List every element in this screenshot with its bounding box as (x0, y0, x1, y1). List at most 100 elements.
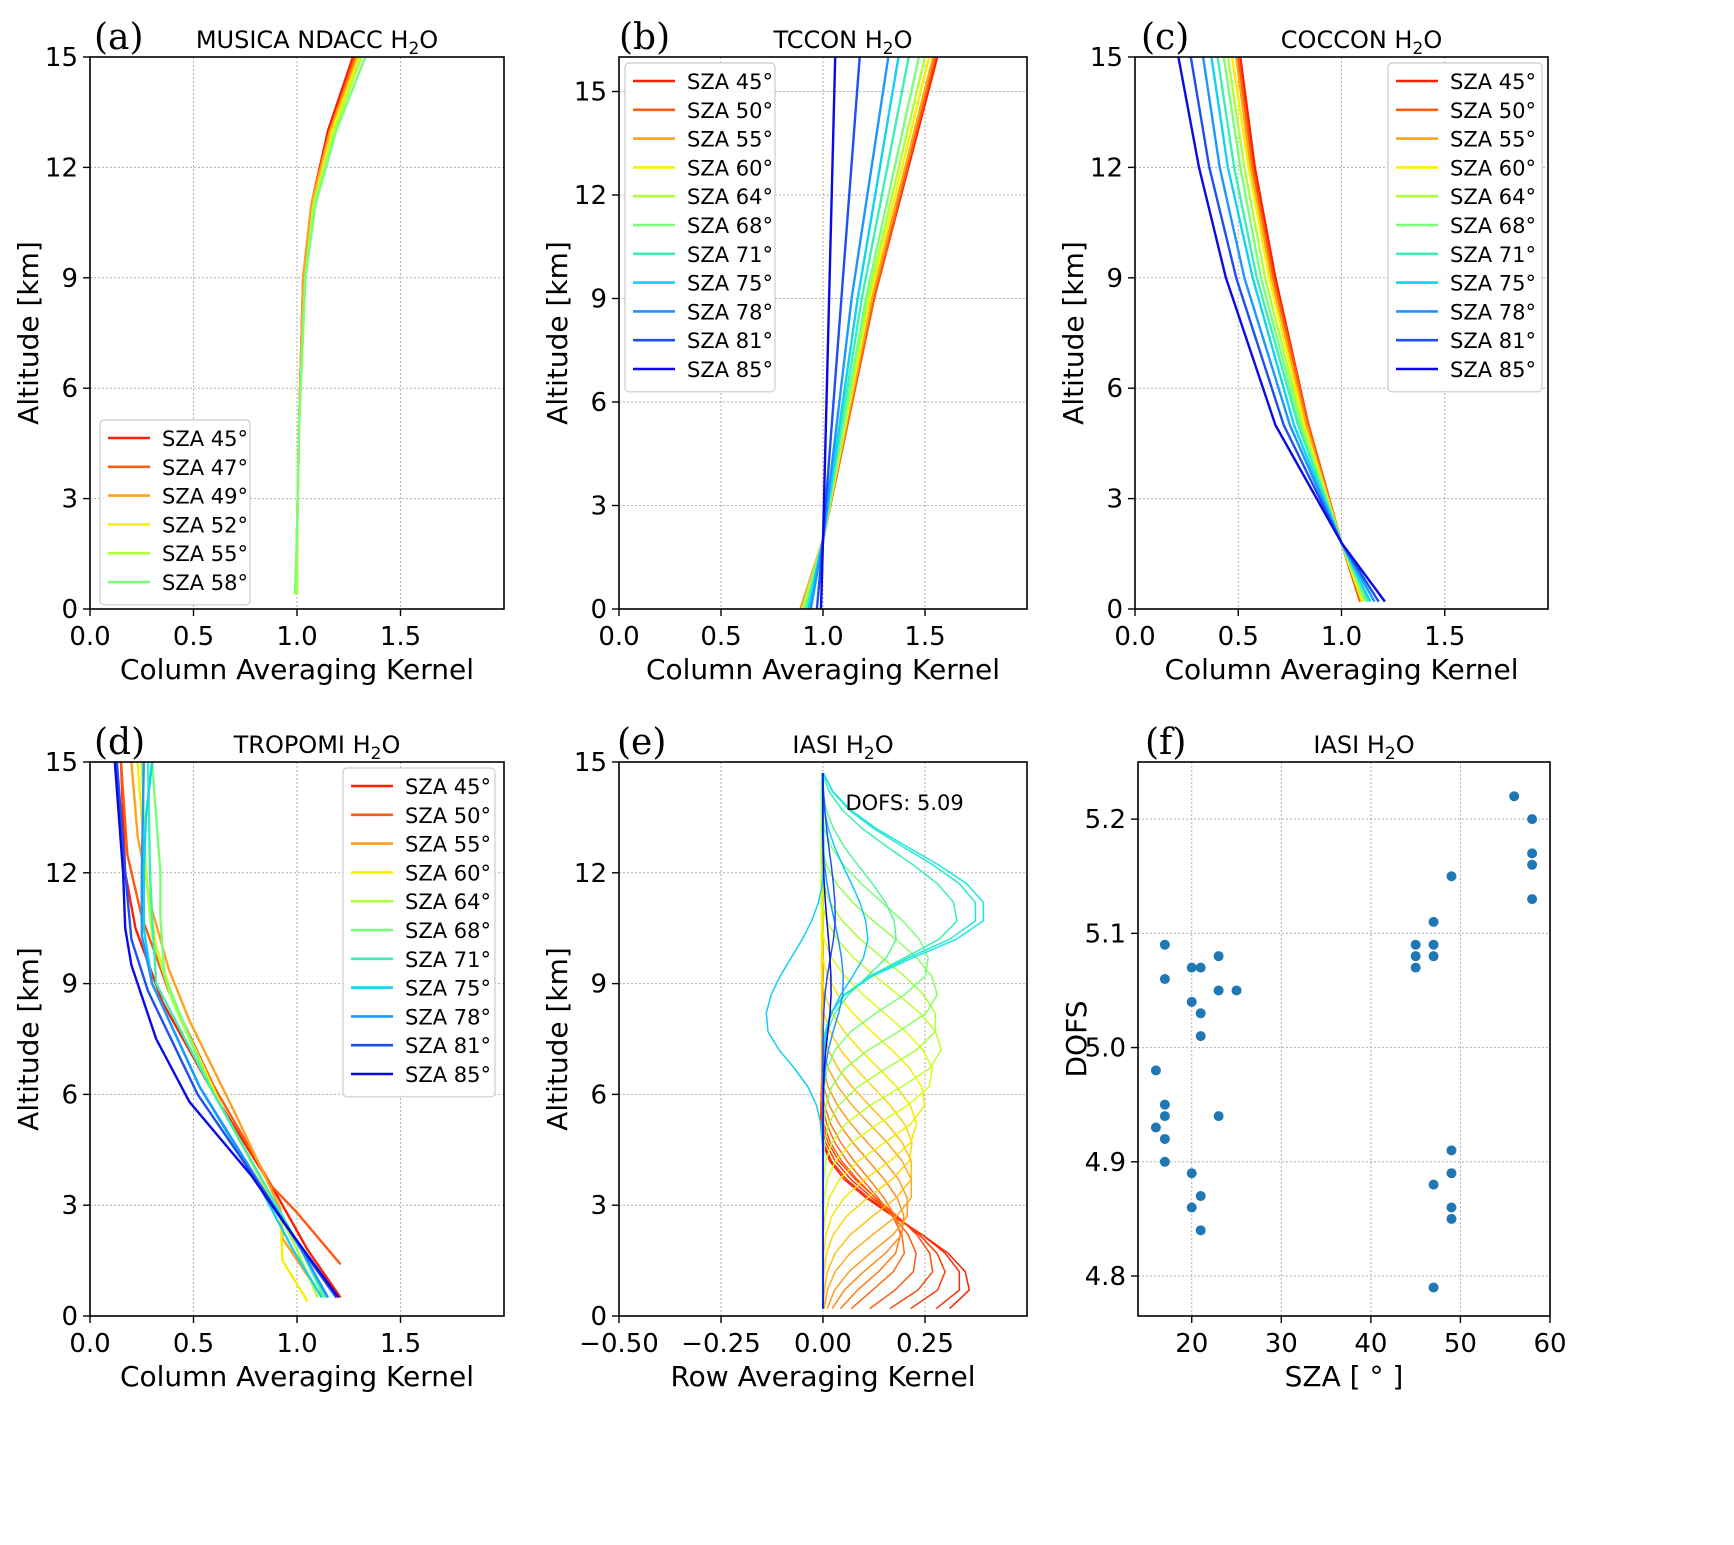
scatter-point (1446, 1213, 1457, 1224)
legend-label: SZA 78° (1450, 300, 1536, 324)
series-line (293, 57, 367, 595)
y-tick-label: 6 (1106, 374, 1123, 404)
panel-title: TROPOMI H2O (233, 731, 401, 764)
y-tick-label: 0 (590, 595, 607, 625)
y-tick-label: 6 (590, 388, 607, 418)
series-line (809, 57, 890, 609)
scatter-point (1195, 1008, 1206, 1019)
legend-label: SZA 78° (687, 300, 773, 324)
legend-label: SZA 60° (1450, 156, 1536, 180)
scatter-point (1195, 1225, 1206, 1236)
plot-area (765, 772, 985, 1310)
plot-area (799, 57, 939, 609)
legend-label: SZA 81° (1450, 329, 1536, 353)
scatter-point (1527, 848, 1538, 859)
legend-label: SZA 68° (687, 214, 773, 238)
x-tick-label: 50 (1444, 1329, 1477, 1359)
x-tick-label: 1.5 (1424, 622, 1465, 652)
y-tick-label: 0 (61, 595, 78, 625)
legend-label: SZA 55° (162, 542, 248, 566)
y-tick-label: 12 (45, 859, 78, 889)
legend-box (342, 767, 496, 1098)
panel-e: −0.50 −0.25 0.00 0.25 0 3 6 9 12 15 Row Averaging … (541, 722, 1028, 1393)
legend-label: SZA 71° (687, 243, 773, 267)
x-tick-label: 0.5 (700, 622, 741, 652)
legend-box (624, 62, 776, 393)
legend: SZA 45° SZA 47° SZA 49° SZA 52° SZA 55° SZA 5… (99, 419, 251, 606)
panel-f: 20 30 40 50 60 4.8 4.9 5.0 5.1 5.2 SZA [ ° ] DOFS IA… (1060, 722, 1567, 1393)
x-tick-label: 0.25 (896, 1329, 954, 1359)
scatter-point (1186, 1202, 1197, 1213)
y-tick-label: 0 (1106, 595, 1123, 625)
y-tick-label: 15 (45, 43, 78, 73)
y-tick-label: 12 (574, 181, 607, 211)
title-end: O (875, 731, 894, 759)
y-tick-label: 15 (1090, 43, 1123, 73)
plot-area (1177, 57, 1386, 603)
panel-label: (e) (617, 722, 666, 763)
x-tick-label: 1.0 (276, 1329, 317, 1359)
y-axis-label: Altitude [km] (12, 241, 45, 425)
scatter-point (1527, 859, 1538, 870)
panel-title: IASI H2O (1313, 731, 1414, 764)
panel-label: (b) (619, 17, 670, 58)
panel-title: IASI H2O (792, 731, 893, 764)
panel-label: (d) (94, 722, 145, 763)
title-end: O (894, 26, 913, 54)
legend-label: SZA 75° (1450, 272, 1536, 296)
title-end: O (1423, 26, 1442, 54)
scatter-point (1509, 791, 1520, 802)
x-tick-label: 1.0 (276, 622, 317, 652)
legend-label: SZA 75° (405, 977, 491, 1001)
y-tick-label: 0 (590, 1302, 607, 1332)
y-tick-label: 5.2 (1085, 805, 1126, 835)
scatter-point (1159, 1156, 1170, 1167)
title-subscript: 2 (864, 744, 875, 764)
dofs-annotation: DOFS: 5.09 (845, 791, 963, 815)
legend-label: SZA 49° (162, 485, 248, 509)
scatter-point (1195, 1031, 1206, 1042)
legend-label: SZA 71° (405, 948, 491, 972)
row-line (820, 773, 906, 1310)
series-line (113, 762, 340, 1299)
legend-box (1387, 62, 1543, 393)
legend-label: SZA 45° (687, 70, 773, 94)
scatter-point (1446, 871, 1457, 882)
x-tick-label: −0.25 (681, 1329, 761, 1359)
series-line (805, 57, 910, 609)
y-tick-label: 3 (1106, 485, 1123, 515)
x-tick-label: −0.50 (579, 1329, 659, 1359)
y-axis-label: DOFS (1060, 1001, 1093, 1078)
y-tick-label: 12 (574, 859, 607, 889)
scatter-point (1186, 1168, 1197, 1179)
y-tick-label: 3 (590, 1191, 607, 1221)
title-end: O (419, 26, 438, 54)
scatter-point (1527, 894, 1538, 905)
grid (1138, 762, 1551, 1316)
legend: SZA 45° SZA 50° SZA 55° SZA 60° SZA 64° SZA 6… (624, 62, 776, 393)
legend-label: SZA 50° (687, 99, 773, 123)
scatter-point (1186, 962, 1197, 973)
panel-a: 0.0 0.5 1.0 1.5 0 3 6 9 12 15 Column Averaging Ker… (12, 17, 505, 686)
scatter-point (1159, 939, 1170, 950)
y-tick-label: 12 (45, 153, 78, 183)
scatter-point (1446, 1168, 1457, 1179)
series-line (799, 57, 939, 609)
scatter-point (1410, 939, 1421, 950)
x-tick-label: 1.5 (904, 622, 945, 652)
legend-label: SZA 85° (405, 1063, 491, 1087)
x-tick-label: 0.0 (598, 622, 639, 652)
scatter-point (1150, 1122, 1161, 1133)
scatter-point (1213, 951, 1224, 962)
legend-label: SZA 45° (405, 775, 491, 799)
x-tick-label: 0.0 (1114, 622, 1155, 652)
x-tick-label: 0.0 (69, 1329, 110, 1359)
y-tick-label: 15 (45, 748, 78, 778)
legend-label: SZA 68° (405, 919, 491, 943)
title-subscript: 2 (408, 39, 419, 59)
x-tick-label: 30 (1265, 1329, 1298, 1359)
row-line (765, 773, 825, 1309)
y-axis-label: Altitude [km] (541, 241, 574, 425)
y-tick-label: 6 (61, 374, 78, 404)
legend-label: SZA 58° (162, 571, 248, 595)
